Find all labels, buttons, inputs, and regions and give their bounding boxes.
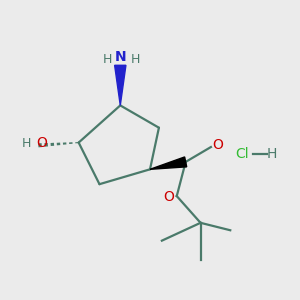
Text: H: H — [130, 53, 140, 66]
Text: O: O — [37, 136, 47, 150]
Text: Cl: Cl — [235, 148, 249, 161]
Text: N: N — [115, 50, 127, 64]
Text: O: O — [163, 190, 174, 204]
Text: H: H — [22, 137, 31, 150]
Text: O: O — [212, 138, 223, 152]
Text: H: H — [267, 148, 277, 161]
Polygon shape — [150, 157, 187, 169]
Text: H: H — [103, 53, 112, 66]
Polygon shape — [115, 65, 126, 105]
